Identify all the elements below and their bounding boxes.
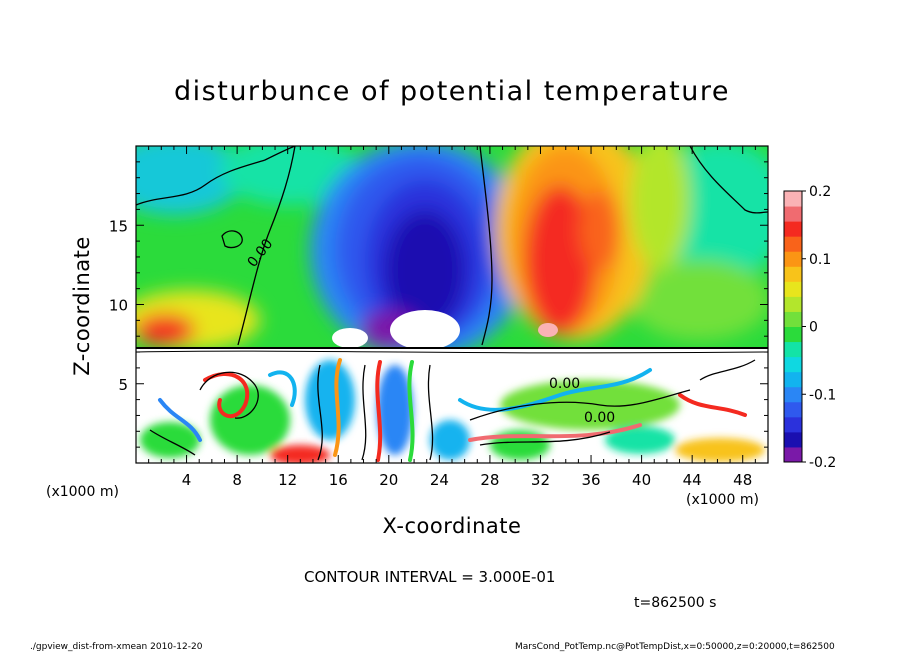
colorbar-swatch [784, 311, 802, 327]
colorbar [783, 190, 806, 463]
x-axis-label: X-coordinate [382, 514, 522, 538]
x-tick-label: 44 [683, 471, 702, 489]
colorbar-tick-label: 0 [809, 320, 818, 336]
colorbar-swatch [784, 401, 802, 418]
colorbar-swatch [784, 281, 802, 297]
contour-lines [136, 146, 768, 461]
colorbar-swatch [784, 206, 802, 222]
y-tick-label: 5 [118, 376, 128, 394]
colorbar-swatch [784, 356, 802, 373]
axis-ticks [136, 146, 768, 463]
colorbar-swatch [784, 326, 802, 343]
footer-right: MarsCond_PotTemp.nc@PotTempDist,x=0:5000… [515, 642, 835, 652]
colorbar-swatch [784, 416, 802, 433]
colorbar-tick-label: -0.1 [809, 387, 836, 403]
x-tick-label: 40 [632, 471, 651, 489]
time-label: t=862500 s [634, 595, 717, 611]
x-tick-label: 24 [430, 471, 449, 489]
colorbar-tick-label: 0.1 [809, 252, 831, 268]
colorbar-swatch [784, 446, 802, 463]
colorbar-labels: 0.2 0.1 0 -0.1 -0.2 [809, 184, 836, 471]
colorbar-swatch [784, 371, 802, 388]
colorbar-swatch [784, 296, 802, 312]
colorbar-swatch [784, 266, 802, 282]
y-tick-label: 10 [109, 297, 128, 315]
colorbar-tick-label: 0.2 [809, 184, 831, 200]
colorbar-swatch [784, 221, 802, 237]
x-tick-label: 8 [232, 471, 242, 489]
x-unit-label: (x1000 m) [46, 484, 119, 500]
contour-labels: 0.00 0.00 0.00 [245, 236, 616, 426]
colorbar-swatch [784, 386, 802, 403]
colorbar-swatch [784, 341, 802, 358]
x-tick-label: 28 [480, 471, 499, 489]
colorbar-swatch [784, 251, 802, 267]
x-tick-label: 36 [581, 471, 600, 489]
contour-label: 0.00 [584, 410, 615, 426]
colorbar-swatch [784, 236, 802, 252]
footer-left: ./gpview_dist-from-xmean 2010-12-20 [30, 642, 203, 652]
y-tick-label: 15 [109, 217, 128, 235]
heatmap-field [136, 146, 768, 463]
x-tick-label: 16 [329, 471, 348, 489]
x-unit-label-right: (x1000 m) [686, 492, 759, 508]
contour-interval-note: CONTOUR INTERVAL = 3.000E-01 [304, 568, 556, 586]
x-tick-label: 4 [182, 471, 192, 489]
colorbar-tick-label: -0.2 [809, 455, 836, 471]
x-tick-label: 48 [733, 471, 752, 489]
x-tick-label: 32 [531, 471, 550, 489]
x-tick-label: 20 [379, 471, 398, 489]
contour-label: 0.00 [549, 376, 580, 392]
chart-title: disturbunce of potential temperature [174, 76, 730, 107]
colorbar-swatch [784, 191, 802, 207]
y-axis-label: Z-coordinate [70, 236, 94, 376]
colorbar-swatch [784, 431, 802, 448]
x-tick-label: 12 [278, 471, 297, 489]
